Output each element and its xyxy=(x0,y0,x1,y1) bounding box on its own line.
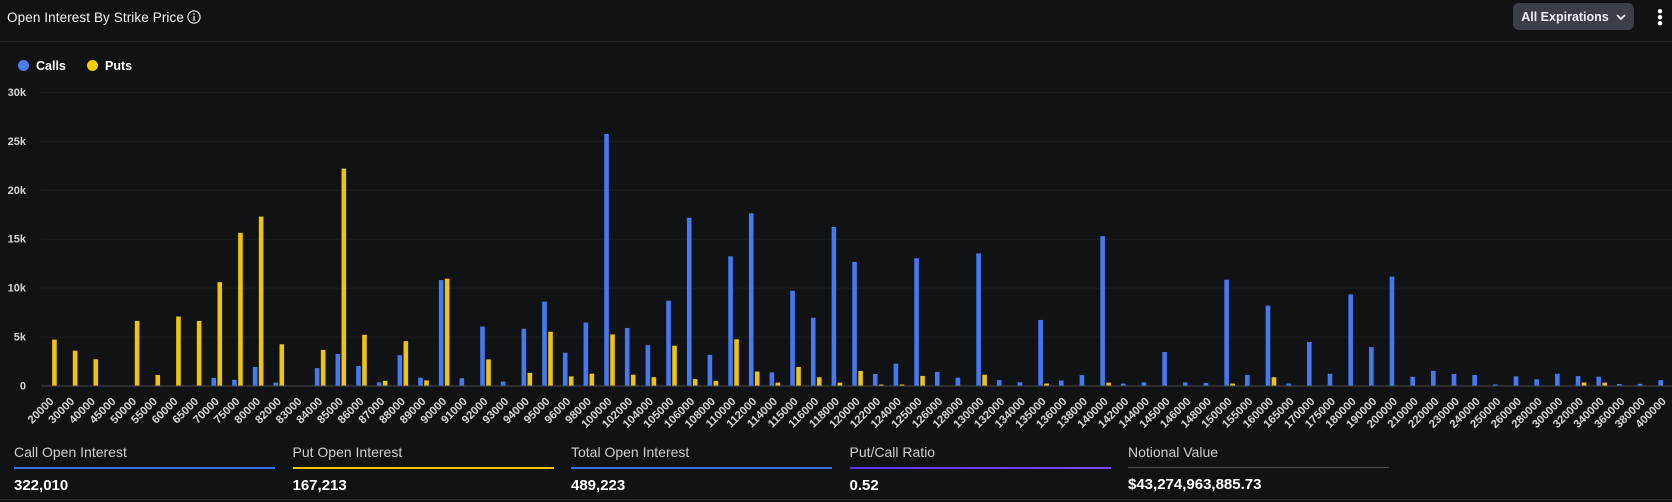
svg-text:30k: 30k xyxy=(8,87,27,99)
svg-text:20k: 20k xyxy=(8,185,27,197)
svg-text:15k: 15k xyxy=(8,234,27,246)
svg-text:10k: 10k xyxy=(8,283,27,295)
svg-text:25k: 25k xyxy=(8,136,27,148)
svg-text:5k: 5k xyxy=(14,332,27,344)
svg-text:0: 0 xyxy=(20,381,26,393)
